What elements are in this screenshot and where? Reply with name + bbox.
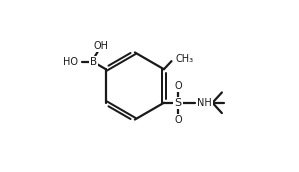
Text: OH: OH [93, 41, 108, 51]
Text: NH: NH [197, 98, 212, 108]
Text: HO: HO [63, 57, 78, 67]
Text: S: S [175, 98, 181, 108]
Text: O: O [174, 115, 182, 125]
Text: CH₃: CH₃ [175, 54, 193, 64]
Text: O: O [174, 81, 182, 91]
Text: B: B [90, 57, 97, 67]
